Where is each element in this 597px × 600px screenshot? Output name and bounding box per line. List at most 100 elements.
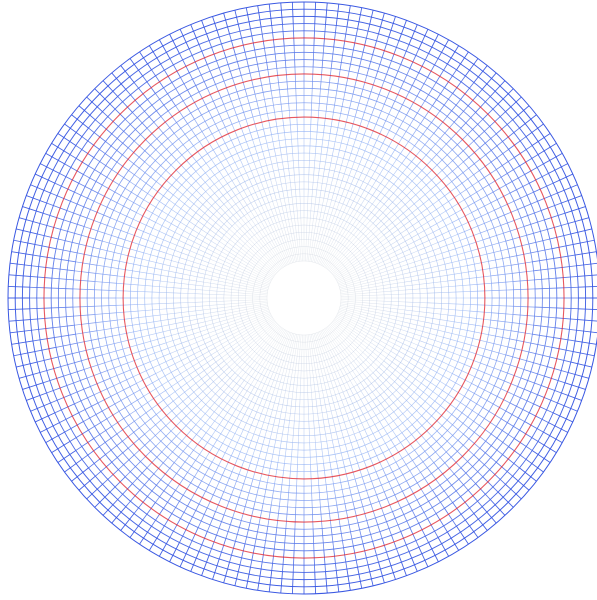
mesh-spoke-segment	[86, 217, 108, 226]
mesh-spoke-segment	[448, 291, 471, 293]
mesh-spoke-segment	[508, 446, 527, 460]
mesh-spoke-segment	[273, 247, 285, 267]
mesh-spoke-segment	[202, 289, 225, 292]
mesh-spoke-segment	[292, 240, 297, 262]
mesh-spoke-segment	[249, 501, 256, 523]
mesh-spoke-segment	[292, 334, 297, 356]
mesh-spoke-segment	[490, 149, 509, 163]
mesh-spoke-segment	[326, 223, 335, 244]
mesh-spoke-segment	[102, 400, 122, 412]
mesh-spoke-segment	[224, 288, 246, 292]
mesh-spoke-segment	[357, 7, 363, 29]
mesh-spoke-segment	[290, 333, 296, 356]
mesh-spoke-segment	[139, 105, 155, 123]
mesh-spoke-segment	[484, 348, 506, 356]
mesh-spoke-segment	[421, 199, 439, 214]
mesh-spoke-segment	[193, 241, 214, 253]
mesh-ring	[108, 102, 500, 494]
mesh-spoke-segment	[376, 255, 397, 265]
mesh-spoke-segment	[211, 418, 224, 437]
mesh-spoke-segment	[281, 419, 285, 442]
mesh-spoke-segment	[11, 340, 34, 345]
mesh-spoke-segment	[102, 240, 124, 248]
mesh-spoke-segment	[258, 503, 264, 525]
mesh-spoke-segment	[201, 354, 220, 367]
mesh-spoke-segment	[389, 465, 400, 485]
mesh-spoke-segment	[311, 485, 313, 508]
mesh-spoke-segment	[72, 305, 95, 308]
mesh-spoke-segment	[222, 152, 234, 172]
mesh-spoke-segment	[299, 334, 302, 357]
mesh-spoke-segment	[57, 133, 77, 146]
mesh-spoke-segment	[307, 174, 310, 197]
mesh-spoke-segment	[411, 358, 431, 370]
mesh-spoke-segment	[375, 210, 392, 227]
mesh-spoke-segment	[224, 304, 246, 308]
mesh-spoke-segment	[423, 326, 445, 333]
mesh-spoke-segment	[169, 58, 181, 78]
mesh-spoke-segment	[88, 165, 108, 178]
mesh-spoke-segment	[446, 99, 461, 117]
mesh-spoke-segment	[343, 340, 359, 358]
mesh-spoke-segment	[244, 522, 251, 544]
mesh-spoke-segment	[319, 198, 325, 220]
mesh-spoke-segment	[311, 507, 314, 530]
mesh-spoke-segment	[344, 503, 350, 525]
mesh-spoke-segment	[398, 20, 407, 41]
mesh-spoke-segment	[239, 332, 257, 346]
mesh-spoke-segment	[485, 141, 503, 156]
mesh-spoke-segment	[301, 334, 303, 357]
mesh-spoke-segment	[40, 422, 60, 433]
mesh-spoke-segment	[317, 243, 327, 264]
mesh-spoke-segment	[332, 320, 351, 335]
mesh-spoke-segment	[274, 112, 279, 134]
mesh-spoke-segment	[330, 350, 341, 370]
highlight-ring	[43, 37, 565, 559]
mesh-spoke-segment	[69, 429, 89, 442]
mesh-spoke-segment	[375, 104, 385, 125]
mesh-spoke-segment	[418, 523, 429, 543]
mesh-spoke-segment	[473, 513, 488, 531]
mesh-spoke-segment	[232, 77, 240, 99]
mesh-spoke-segment	[90, 209, 111, 219]
mesh-spoke-segment	[451, 414, 469, 429]
mesh-spoke-segment	[362, 304, 384, 308]
mesh-spoke-segment	[336, 505, 341, 527]
mesh-spoke-segment	[77, 338, 99, 344]
mesh-spoke-segment	[291, 2, 294, 24]
mesh-spoke-segment	[441, 246, 463, 254]
mesh-spoke-segment	[248, 411, 258, 432]
mesh-spoke-segment	[285, 506, 288, 529]
mesh-spoke-segment	[417, 194, 435, 209]
mesh-spoke-segment	[219, 241, 238, 254]
mesh-spoke-segment	[325, 375, 332, 396]
mesh-spoke-segment	[355, 409, 365, 430]
mesh-spoke-segment	[51, 315, 74, 319]
mesh-spoke-segment	[452, 373, 472, 384]
mesh-spoke-segment	[31, 327, 53, 331]
mesh-spoke-segment	[246, 286, 268, 291]
mesh-spoke-segment	[117, 202, 137, 213]
mesh-spoke-segment	[424, 378, 443, 391]
mesh-spoke-segment	[409, 222, 428, 234]
mesh-spoke-segment	[448, 309, 471, 312]
mesh-spoke-segment	[283, 45, 287, 68]
mesh-spoke-segment	[249, 311, 270, 321]
mesh-spoke-segment	[380, 394, 394, 412]
mesh-spoke-segment	[208, 535, 217, 556]
mesh-spoke-segment	[155, 430, 172, 447]
mesh-spoke-segment	[237, 220, 253, 238]
mesh-spoke-segment	[361, 309, 383, 314]
mesh-spoke-segment	[245, 299, 268, 301]
mesh-spoke-segment	[179, 29, 190, 49]
mesh-spoke-segment	[199, 436, 212, 455]
mesh-spoke-segment	[406, 400, 422, 416]
mesh-spoke-segment	[271, 25, 275, 47]
mesh-spoke-segment	[555, 265, 577, 269]
mesh-spoke-segment	[159, 302, 181, 304]
mesh-spoke-segment	[247, 281, 269, 289]
mesh-spoke-segment	[508, 136, 527, 150]
mesh-spoke-segment	[379, 130, 390, 150]
mesh-spoke-segment	[117, 96, 133, 113]
mesh-spoke-segment	[455, 367, 475, 378]
